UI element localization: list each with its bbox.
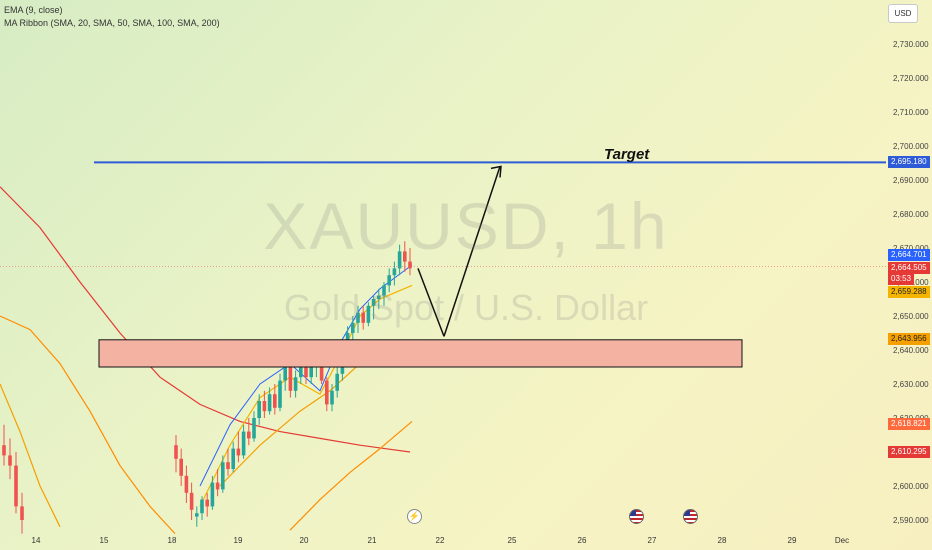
- y-tick-label: 2,640.000: [893, 346, 929, 355]
- sma200-price-tag: 2,610.295: [888, 446, 930, 458]
- y-tick-label: 2,680.000: [893, 210, 929, 219]
- candle: [226, 462, 230, 469]
- projection-up: [443, 166, 501, 337]
- candle: [221, 462, 225, 490]
- candle: [283, 367, 287, 381]
- candle: [2, 445, 6, 456]
- sma100-line: [289, 420, 413, 531]
- candle: [241, 431, 246, 456]
- y-tick-label: 2,700.000: [893, 142, 929, 151]
- candle: [174, 445, 178, 459]
- x-tick-label: 15: [100, 536, 109, 545]
- candle: [325, 380, 329, 405]
- candle: [288, 367, 293, 391]
- candle: [392, 268, 397, 276]
- candle: [262, 401, 267, 412]
- candle: [387, 275, 391, 286]
- arrow-head-icon: [490, 165, 502, 178]
- candle: [304, 363, 308, 378]
- candle: [14, 465, 18, 507]
- x-tick-label: 28: [718, 536, 727, 545]
- candle: [351, 322, 355, 333]
- target-label: Target: [604, 146, 650, 163]
- candle: [195, 513, 199, 517]
- candle: [273, 394, 277, 408]
- legend-ema[interactable]: EMA (9, close): [4, 5, 63, 15]
- ema-price-tag: 2,664.701: [888, 249, 930, 261]
- candle: [335, 373, 339, 391]
- x-tick-label: 26: [578, 536, 587, 545]
- x-tick-label: 25: [508, 536, 517, 545]
- candle: [299, 363, 303, 378]
- candle: [252, 418, 256, 439]
- candle: [179, 458, 183, 476]
- candle: [189, 492, 194, 510]
- support-zone[interactable]: [98, 339, 743, 368]
- currency-button[interactable]: USD: [888, 4, 918, 23]
- sma100-line: [0, 315, 176, 535]
- us-flag-icon[interactable]: [629, 509, 644, 524]
- candle: [267, 394, 272, 412]
- sma50-price-tag: 2,643.956: [888, 333, 930, 345]
- candle: [309, 367, 313, 378]
- sma100-price-tag: 2,618.821: [888, 418, 930, 430]
- target-price-tag: 2,695.180: [888, 156, 930, 168]
- candle: [330, 390, 334, 405]
- candle: [8, 455, 12, 466]
- sma200-line: [0, 186, 411, 453]
- candle: [356, 312, 360, 323]
- us-flag-icon[interactable]: [683, 509, 698, 524]
- projection-down: [417, 268, 445, 337]
- bar-countdown-tag: 03:53: [888, 273, 915, 285]
- y-tick-label: 2,720.000: [893, 74, 929, 83]
- candle: [293, 377, 298, 391]
- candle: [382, 285, 386, 296]
- x-tick-label: 21: [368, 536, 377, 545]
- candle: [278, 380, 282, 408]
- indicator-legend[interactable]: EMA (9, close) MA Ribbon (SMA, 20, SMA, …: [4, 4, 220, 30]
- candle: [397, 251, 402, 269]
- x-tick-label: 18: [168, 536, 177, 545]
- y-tick-label: 2,730.000: [893, 40, 929, 49]
- candle: [247, 431, 251, 439]
- x-tick-label: 20: [300, 536, 309, 545]
- event-bolt-icon[interactable]: ⚡: [407, 509, 422, 524]
- candle: [20, 506, 24, 520]
- y-tick-label: 2,690.000: [893, 176, 929, 185]
- candle: [403, 251, 407, 262]
- y-tick-label: 2,670.000: [893, 244, 929, 253]
- x-tick-label: 22: [436, 536, 445, 545]
- candle: [366, 305, 371, 323]
- last-price-tag: 2,664.505: [888, 262, 930, 274]
- candle: [210, 482, 215, 507]
- candle: [408, 261, 412, 269]
- x-tick-label: 19: [234, 536, 243, 545]
- candle: [184, 475, 189, 493]
- sma50-line: [0, 383, 61, 528]
- candle: [205, 499, 209, 507]
- candle: [361, 312, 365, 323]
- x-tick-label: 29: [788, 536, 797, 545]
- y-tick-label: 2,710.000: [893, 108, 929, 117]
- candle: [371, 299, 376, 306]
- candle: [377, 295, 381, 299]
- x-tick-label: 27: [648, 536, 657, 545]
- candle: [236, 448, 241, 456]
- candle: [200, 499, 204, 514]
- sma20-price-tag: 2,659.288: [888, 286, 930, 298]
- y-tick-label: 2,590.000: [893, 516, 929, 525]
- x-axis: 14 15 18 19 20 21 22 25 26 27 28 29 Dec: [32, 536, 850, 545]
- candlesticks: [2, 241, 412, 534]
- x-tick-label: 14: [32, 536, 41, 545]
- y-tick-label: 2,600.000: [893, 482, 929, 491]
- candle: [257, 401, 261, 418]
- drawing-overlays[interactable]: [0, 161, 886, 368]
- candle: [231, 448, 235, 469]
- y-tick-label: 2,650.000: [893, 312, 929, 321]
- candle: [215, 482, 220, 490]
- x-tick-label: Dec: [835, 536, 849, 545]
- legend-ma-ribbon[interactable]: MA Ribbon (SMA, 20, SMA, 50, SMA, 100, S…: [4, 18, 220, 28]
- y-tick-label: 2,630.000: [893, 380, 929, 389]
